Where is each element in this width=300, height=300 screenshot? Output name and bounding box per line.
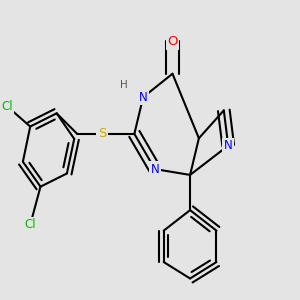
Text: N: N [139, 91, 148, 104]
Text: N: N [151, 163, 159, 176]
Text: N: N [224, 139, 233, 152]
Text: Cl: Cl [1, 100, 13, 112]
Text: Cl: Cl [24, 218, 36, 231]
Text: O: O [167, 35, 178, 48]
Text: S: S [98, 128, 106, 140]
Text: H: H [120, 80, 128, 91]
